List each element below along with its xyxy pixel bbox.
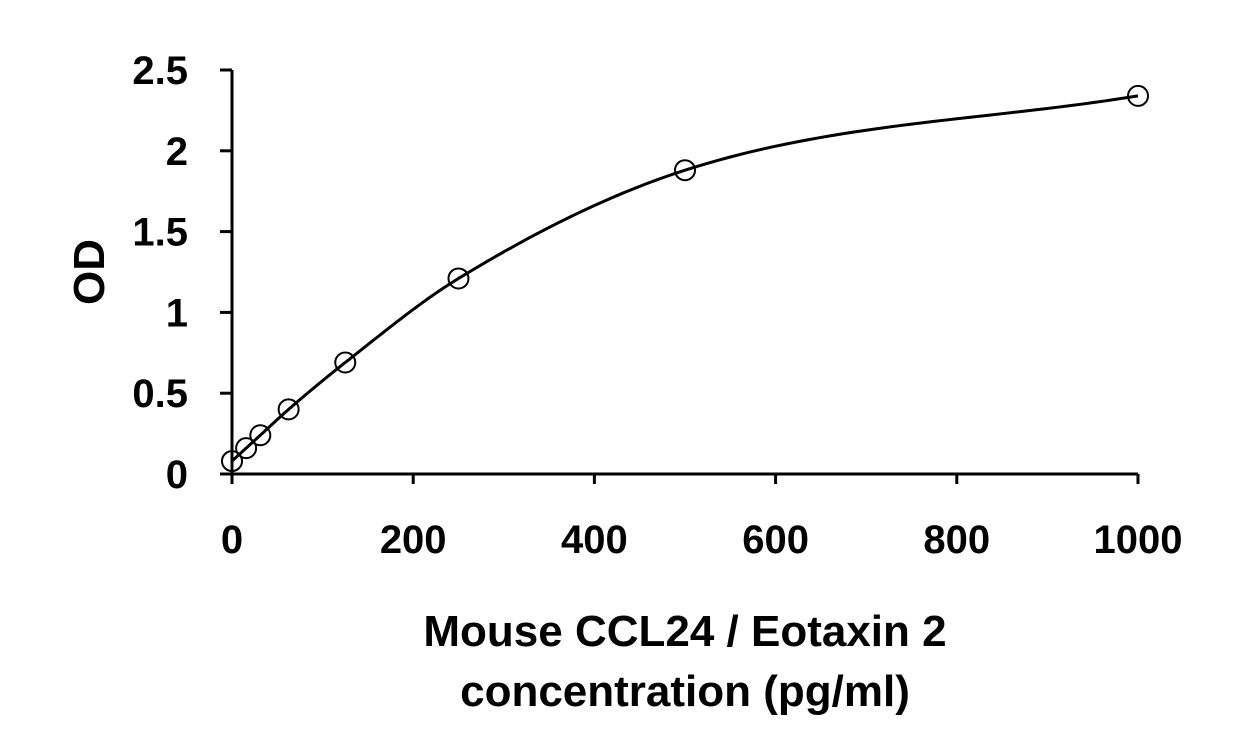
fit-curve-line bbox=[230, 94, 1139, 463]
x-tick-label: 1000 bbox=[1094, 518, 1183, 562]
x-axis-title-line2: concentration (pg/ml) bbox=[460, 667, 910, 716]
data-point bbox=[447, 267, 470, 290]
x-axis-title-line1: Mouse CCL24 / Eotaxin 2 bbox=[423, 607, 946, 656]
y-tick-label: 1.5 bbox=[132, 211, 188, 255]
x-tick-label: 400 bbox=[561, 518, 628, 562]
data-point bbox=[249, 424, 272, 447]
y-tick-label: 0 bbox=[166, 453, 188, 497]
y-tick-label: 1 bbox=[166, 291, 188, 335]
data-point bbox=[334, 351, 357, 374]
x-tick-label: 200 bbox=[380, 518, 447, 562]
data-point bbox=[1127, 84, 1149, 107]
tick-group: 0 200 400 600 800 1000 0 0.5 1 1.5 2 2.5 bbox=[132, 49, 1182, 562]
x-tick-label: 0 bbox=[221, 518, 243, 562]
x-tick-label: 800 bbox=[923, 518, 990, 562]
fit-curve-group bbox=[230, 94, 1139, 463]
x-tick-label: 600 bbox=[742, 518, 809, 562]
data-point bbox=[277, 398, 300, 421]
y-tick-label: 2 bbox=[166, 130, 188, 174]
data-point bbox=[221, 450, 243, 473]
data-point bbox=[235, 437, 258, 460]
data-points-group bbox=[221, 84, 1149, 473]
y-tick-label: 0.5 bbox=[132, 372, 188, 416]
data-point bbox=[674, 159, 696, 182]
y-tick-label: 2.5 bbox=[132, 49, 188, 93]
y-axis-title: OD bbox=[65, 239, 114, 305]
